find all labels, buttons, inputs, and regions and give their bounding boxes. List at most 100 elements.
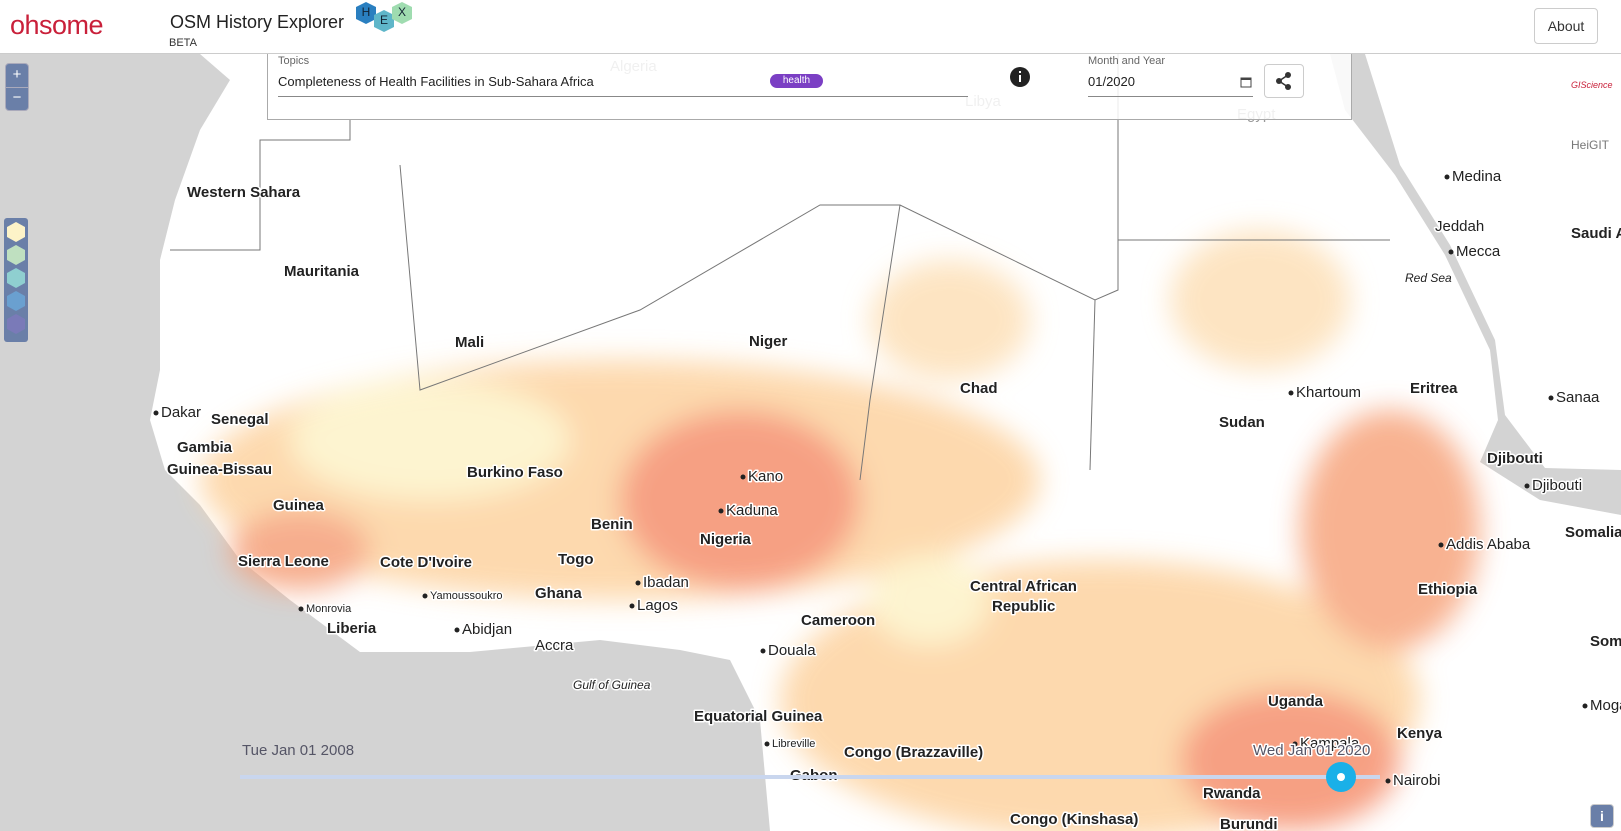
app-title: OSM History Explorer <box>170 12 345 32</box>
sea-label: Gulf of Guinea <box>573 678 651 692</box>
city-label: Abidjan <box>462 621 512 638</box>
beta-badge: BETA <box>169 37 197 49</box>
country-label: Jeddah <box>1435 218 1484 235</box>
sea-label: Red Sea <box>1405 271 1452 285</box>
timeline-handle-dot <box>1337 773 1345 781</box>
city-dot <box>629 603 635 609</box>
date-input[interactable]: 01/2020 <box>1088 74 1253 97</box>
city-dot <box>1438 542 1444 548</box>
date-label: Month and Year <box>1088 55 1166 67</box>
share-button[interactable] <box>1264 64 1304 98</box>
country-label: Somalia <box>1565 524 1621 541</box>
hex-logo: H E X <box>356 2 412 32</box>
country-label: Burkino Faso <box>467 464 563 481</box>
country-label: Saudi A <box>1571 225 1621 242</box>
city-dot <box>1444 174 1450 180</box>
giscience-logo: GIScience <box>1571 80 1613 90</box>
country-label: Nigeria <box>700 531 752 548</box>
about-button[interactable]: About <box>1534 8 1598 44</box>
country-label: Liberia <box>327 620 377 637</box>
city-label: Ibadan <box>643 574 689 591</box>
city-dot <box>1288 390 1294 396</box>
country-label: Togo <box>558 551 594 568</box>
topics-label: Topics <box>278 55 310 67</box>
city-label: Djibouti <box>1532 477 1582 494</box>
country-label: Niger <box>749 333 788 350</box>
country-label: Republic <box>992 598 1055 615</box>
zoom-in[interactable]: + <box>6 64 28 88</box>
country-label: Congo (Brazzaville) <box>844 744 983 761</box>
city-label: Addis Ababa <box>1446 536 1531 553</box>
country-label: Sudan <box>1219 414 1265 431</box>
city-dot <box>760 648 766 654</box>
country-label: Djibouti <box>1487 450 1543 467</box>
country-label: Mali <box>455 334 484 351</box>
city-dot <box>740 474 746 480</box>
country-label: Ghana <box>535 585 582 602</box>
country-label: Kenya <box>1397 725 1443 742</box>
topic-tag: health <box>770 74 823 88</box>
city-dot <box>1582 703 1588 709</box>
city-label: Monrovia <box>306 603 352 615</box>
country-label: Gambia <box>177 439 233 456</box>
city-label: Kano <box>748 468 783 485</box>
zoom-out[interactable]: − <box>12 89 22 106</box>
country-label: Senegal <box>211 411 269 428</box>
country-label: Guinea <box>273 497 325 514</box>
heigit-logo: HeiGIT <box>1571 138 1610 152</box>
country-label: Cameroon <box>801 612 875 629</box>
city-label: Yamoussoukro <box>430 590 503 602</box>
country-label: Burundi <box>1220 816 1278 831</box>
hex-h: H <box>362 5 371 19</box>
country-label: Som <box>1590 633 1621 650</box>
city-label: Sanaa <box>1556 389 1600 406</box>
topic-select[interactable]: Completeness of Health Facilities in Sub… <box>278 74 968 97</box>
attribution-button[interactable]: i <box>1590 804 1614 828</box>
city-label: Nairobi <box>1393 772 1441 789</box>
country-label: Accra <box>535 637 574 654</box>
city-dot <box>454 627 460 633</box>
country-label: Benin <box>591 516 633 533</box>
query-panel: Topics Completeness of Health Facilities… <box>267 54 1352 120</box>
city-label: Kampala <box>1300 735 1360 752</box>
share-icon <box>1276 72 1291 90</box>
city-dot <box>298 606 304 612</box>
country-label: Cote D'Ivoire <box>380 554 472 571</box>
city-label: Mecca <box>1456 243 1501 260</box>
country-label: Guinea-Bissau <box>167 461 272 478</box>
land-arabia <box>1365 54 1621 470</box>
legend <box>4 218 28 342</box>
heat-layer <box>200 230 1480 831</box>
country-label: Chad <box>960 380 998 397</box>
country-label: Equatorial Guinea <box>694 708 823 725</box>
city-label: Douala <box>768 642 816 659</box>
country-label: Western Sahara <box>187 184 301 201</box>
country-label: Rwanda <box>1203 785 1261 802</box>
country-label: Mauritania <box>284 263 360 280</box>
country-label: Central African <box>970 578 1077 595</box>
city-label: Dakar <box>161 404 201 421</box>
logo[interactable]: ohsome <box>10 10 104 40</box>
city-dot <box>1524 483 1530 489</box>
calendar-icon[interactable] <box>1240 76 1252 88</box>
city-label: Kaduna <box>726 502 778 519</box>
city-label: Moga <box>1590 697 1621 714</box>
timeline-end: Wed Jan 01 2020 <box>1253 742 1370 759</box>
city-label: Medina <box>1452 168 1502 185</box>
info-icon[interactable] <box>1009 66 1031 88</box>
hex-e: E <box>380 13 388 27</box>
city-label: Khartoum <box>1296 384 1361 401</box>
city-label: Lagos <box>637 597 678 614</box>
borders <box>170 54 1390 481</box>
country-label: Ethiopia <box>1418 581 1478 598</box>
city-dot <box>1448 249 1454 255</box>
header: ohsome OSM History Explorer BETA H E X A… <box>0 0 1621 54</box>
country-label: Sierra Leone <box>238 553 329 570</box>
country-label: Eritrea <box>1410 380 1458 397</box>
city-dot <box>1292 741 1298 747</box>
city-dot <box>764 741 770 747</box>
zoom-control: + − <box>5 63 29 111</box>
city-dot <box>1385 778 1391 784</box>
